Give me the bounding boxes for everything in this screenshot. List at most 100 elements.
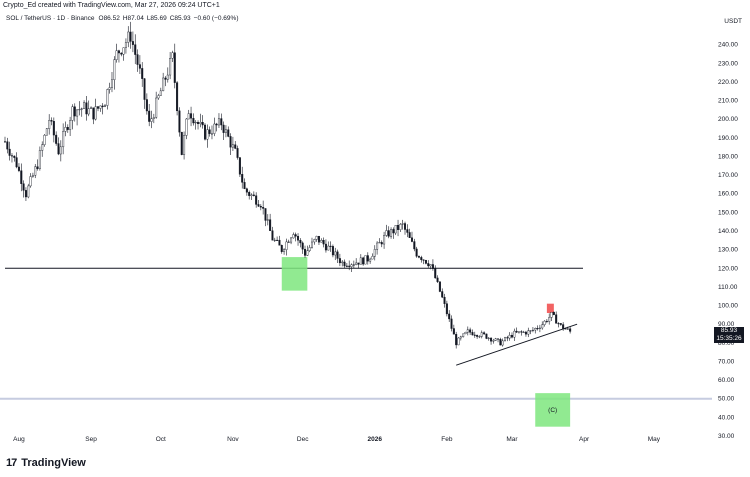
x-tick-label: Nov (227, 436, 239, 443)
symbol-name[interactable]: SOL / TetherUS · 1D · Binance (6, 15, 95, 22)
price-axis-currency[interactable]: USDT (724, 18, 742, 25)
candle-body (445, 303, 448, 315)
y-tick-label: 160.00 (718, 191, 738, 198)
candle-body (469, 329, 472, 333)
candle-body (424, 260, 427, 264)
candle-body (192, 118, 195, 124)
candle-body (71, 106, 74, 121)
chart-credit: Crypto_Ed created with TradingView.com, … (3, 2, 220, 9)
candle-body (64, 127, 67, 132)
candle-body (338, 258, 341, 264)
candle-body (197, 122, 200, 125)
candle-body (404, 223, 407, 230)
x-tick-label: May (648, 436, 661, 443)
candle-body (513, 330, 516, 338)
y-tick-label: 100.00 (718, 303, 738, 310)
candle-body (483, 332, 486, 335)
candle-body (420, 257, 423, 261)
y-tick-label: 130.00 (718, 247, 738, 254)
candle-body (499, 339, 502, 346)
candle-body (276, 239, 279, 241)
candle-body (143, 78, 146, 100)
candle-body (164, 77, 167, 80)
symbol-legend[interactable]: SOL / TetherUS · 1D · Binance O86.52 H87… (6, 15, 238, 22)
x-tick-label: Apr (579, 436, 590, 443)
candle-body (43, 134, 46, 145)
candle-body (120, 52, 123, 55)
candle-body (501, 340, 504, 346)
ohlc-high: H87.04 (122, 15, 144, 22)
y-tick-label: 120.00 (718, 265, 738, 272)
candle-body (259, 206, 262, 208)
candle-body (371, 256, 374, 260)
candle-body (108, 87, 111, 90)
candle-body (148, 110, 151, 122)
candle-body (8, 148, 11, 156)
candle-body (548, 317, 551, 322)
candle-body (229, 136, 232, 148)
y-tick-label: 80.00 (718, 340, 735, 347)
x-tick-label: Feb (441, 436, 453, 443)
candle-body (190, 113, 193, 119)
candle-body (255, 195, 258, 205)
candle-body (162, 77, 165, 92)
y-tick-label: 180.00 (718, 153, 738, 160)
candle-body (464, 332, 467, 335)
candle-body (238, 157, 241, 175)
candle-body (243, 182, 246, 189)
y-tick-label: 150.00 (718, 209, 738, 216)
candle-body (366, 255, 369, 262)
candle-body (352, 264, 355, 266)
x-tick-label: Oct (156, 436, 166, 443)
candle-body (569, 328, 572, 332)
candle-body (38, 150, 41, 169)
candle-body (3, 141, 6, 143)
candle-body (92, 107, 95, 120)
candle-body (27, 185, 30, 198)
candle-body (36, 166, 39, 169)
candle-body (234, 144, 237, 149)
candle-body (245, 188, 248, 193)
candle-body (410, 237, 413, 242)
candle-body (80, 108, 83, 110)
candle-body (536, 328, 539, 330)
candle-body (129, 31, 132, 42)
candle-body (436, 277, 439, 282)
y-tick-label: 220.00 (718, 79, 738, 86)
candle-body (324, 243, 327, 251)
candle-body (10, 155, 13, 157)
candle-body (459, 336, 462, 339)
candle-body (150, 118, 153, 122)
candle-body (527, 330, 530, 335)
candle-body (294, 234, 297, 237)
candle-body (562, 324, 565, 329)
candle-body (269, 219, 272, 231)
candle-body (204, 124, 207, 140)
candle-body (176, 82, 179, 112)
candle-body (422, 259, 425, 261)
y-tick-label: 90.00 (718, 321, 735, 328)
candle-body (552, 311, 555, 315)
candle-body (66, 127, 69, 130)
candle-body (48, 120, 51, 129)
candle-body (355, 262, 358, 265)
candle-body (378, 242, 381, 244)
candle-body (545, 320, 548, 322)
candle-body (457, 337, 460, 346)
y-tick-label: 200.00 (718, 116, 738, 123)
highlight-zone (281, 257, 308, 291)
bar-countdown: 15:35:26 (716, 334, 742, 342)
tradingview-logo[interactable]: 17 TradingView (6, 457, 86, 469)
candle-body (541, 324, 544, 329)
candle-body (227, 129, 230, 137)
candle-body (76, 109, 79, 117)
candle-body (385, 230, 388, 236)
candle-body (201, 122, 204, 126)
candle-body (357, 262, 360, 265)
candle-body (490, 337, 493, 342)
candle-body (290, 237, 293, 243)
candle-body (24, 190, 27, 198)
candle-body (285, 241, 288, 250)
candle-body (510, 334, 513, 338)
